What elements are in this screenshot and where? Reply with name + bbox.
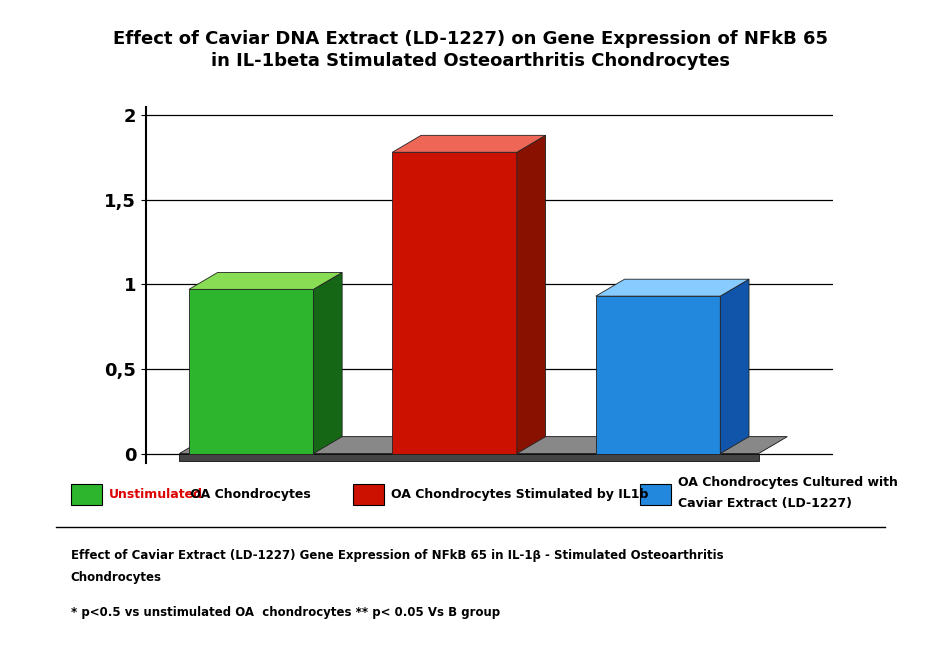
Polygon shape <box>189 289 313 454</box>
Text: OA Chondrocytes: OA Chondrocytes <box>186 488 311 501</box>
Text: OA Chondrocytes Stimulated by IL1b: OA Chondrocytes Stimulated by IL1b <box>391 488 649 501</box>
Text: in IL-1beta Stimulated Osteoarthritis Chondrocytes: in IL-1beta Stimulated Osteoarthritis Ch… <box>211 52 730 70</box>
Polygon shape <box>720 279 749 454</box>
Text: * p<0.5 vs unstimulated OA  chondrocytes ** p< 0.05 Vs B group: * p<0.5 vs unstimulated OA chondrocytes … <box>71 606 500 619</box>
Polygon shape <box>392 153 517 454</box>
Polygon shape <box>596 279 749 296</box>
Polygon shape <box>596 296 720 454</box>
Text: Chondrocytes: Chondrocytes <box>71 571 162 585</box>
Polygon shape <box>189 272 343 289</box>
Text: Caviar Extract (LD-1227): Caviar Extract (LD-1227) <box>678 497 853 510</box>
Text: OA Chondrocytes Cultured with: OA Chondrocytes Cultured with <box>678 476 899 489</box>
Text: Unstimulated: Unstimulated <box>109 488 203 501</box>
Text: Effect of Caviar Extract (LD-1227) Gene Expression of NFkB 65 in IL-1β - Stimula: Effect of Caviar Extract (LD-1227) Gene … <box>71 549 724 563</box>
Polygon shape <box>313 272 343 454</box>
Polygon shape <box>180 437 788 454</box>
Polygon shape <box>180 454 758 461</box>
Text: Effect of Caviar DNA Extract (LD-1227) on Gene Expression of NFkB 65: Effect of Caviar DNA Extract (LD-1227) o… <box>113 30 828 48</box>
Polygon shape <box>392 135 546 153</box>
Polygon shape <box>517 135 546 454</box>
